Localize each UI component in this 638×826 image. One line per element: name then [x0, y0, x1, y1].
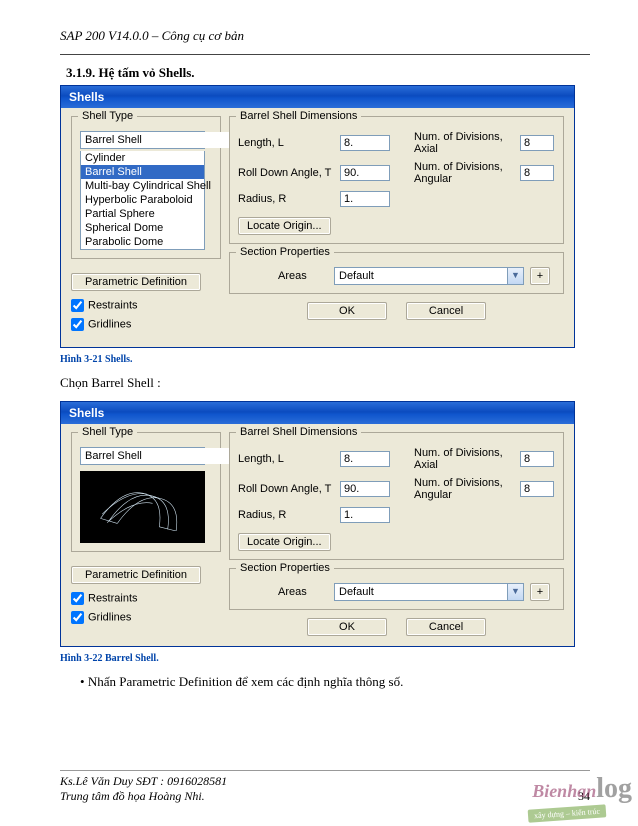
rule-footer — [60, 770, 590, 771]
group-shelltype: Shell Type ▼ — [71, 432, 221, 552]
legend-shelltype: Shell Type — [78, 110, 137, 122]
group-dimensions: Barrel Shell Dimensions Length, L Num. o… — [229, 116, 564, 244]
gridlines-label: Gridlines — [88, 318, 131, 330]
parametric-def-button[interactable]: Parametric Definition — [71, 273, 201, 291]
lbl-areas: Areas — [278, 586, 328, 598]
list-item[interactable]: Spherical Dome — [81, 221, 204, 235]
shelltype-listbox[interactable]: Cylinder Barrel Shell Multi-bay Cylindri… — [80, 151, 205, 250]
list-item[interactable]: Hyperbolic Paraboloid — [81, 193, 204, 207]
lbl-radius: Radius, R — [238, 193, 340, 205]
footer-line2: Trung tâm đồ họa Hoàng Nhi. — [60, 789, 590, 804]
locate-origin-button[interactable]: Locate Origin... — [238, 533, 331, 551]
gridlines-checkbox[interactable] — [71, 318, 84, 331]
cancel-button[interactable]: Cancel — [406, 618, 486, 636]
watermark-logo: Bienhanlog xây dựng – kiến trúc — [532, 773, 632, 820]
gridlines-checkbox[interactable] — [71, 611, 84, 624]
lbl-radius: Radius, R — [238, 509, 340, 521]
group-section: Section Properties Areas ▼ + — [229, 252, 564, 294]
lbl-roll: Roll Down Angle, T — [238, 167, 340, 179]
lbl-areas: Areas — [278, 270, 328, 282]
rule-top — [60, 54, 590, 55]
lbl-roll: Roll Down Angle, T — [238, 483, 340, 495]
group-shelltype: Shell Type ▼ Cylinder Barrel Shell Multi… — [71, 116, 221, 259]
shelltype-combo-text[interactable] — [81, 132, 231, 148]
titlebar: Shells — [61, 402, 574, 424]
body-text-1: Chọn Barrel Shell : — [60, 375, 590, 391]
areas-combo-text[interactable] — [335, 268, 507, 284]
lbl-divax: Num. of Divisions, Axial — [390, 447, 520, 471]
bullet-1: Nhấn Parametric Definition để xem các đị… — [80, 674, 590, 690]
gridlines-check[interactable]: Gridlines — [71, 318, 221, 331]
input-divax[interactable] — [520, 451, 554, 467]
watermark-brand: Bienhan — [532, 781, 596, 801]
locate-origin-button[interactable]: Locate Origin... — [238, 217, 331, 235]
list-item-selected[interactable]: Barrel Shell — [81, 165, 204, 179]
watermark-tag: xây dựng – kiến trúc — [528, 804, 607, 822]
section-heading: 3.1.9. Hệ tấm vỏ Shells. — [66, 65, 590, 81]
watermark-sub: log — [596, 773, 632, 804]
ok-button[interactable]: OK — [307, 618, 387, 636]
input-radius[interactable] — [340, 191, 390, 207]
caption-2: Hình 3-22 Barrel Shell. — [60, 653, 590, 664]
caption-1: Hình 3-21 Shells. — [60, 354, 590, 365]
input-length[interactable] — [340, 135, 390, 151]
areas-combo-text[interactable] — [335, 584, 507, 600]
list-item[interactable]: Multi-bay Cylindrical Shell — [81, 179, 204, 193]
gridlines-label: Gridlines — [88, 611, 131, 623]
dialog-title: Shells — [69, 90, 104, 104]
footer: Ks.Lê Văn Duy SĐT : 0916028581 Trung tâm… — [60, 770, 590, 804]
lbl-length: Length, L — [238, 453, 340, 465]
shells-dialog-2: Shells Shell Type ▼ — [60, 401, 575, 647]
list-item[interactable]: Partial Sphere — [81, 207, 204, 221]
legend-section: Section Properties — [236, 246, 334, 258]
group-section: Section Properties Areas ▼ + — [229, 568, 564, 610]
shelltype-combo[interactable]: ▼ — [80, 447, 205, 465]
chevron-down-icon[interactable]: ▼ — [507, 268, 523, 284]
legend-dimensions: Barrel Shell Dimensions — [236, 110, 361, 122]
list-item[interactable]: Parabolic Dome — [81, 235, 204, 249]
shell-preview-icon — [80, 471, 205, 543]
restraints-check[interactable]: Restraints — [71, 299, 221, 312]
group-dimensions: Barrel Shell Dimensions Length, L Num. o… — [229, 432, 564, 560]
input-divang[interactable] — [520, 165, 554, 181]
shelltype-combo-text[interactable] — [81, 448, 231, 464]
legend-section: Section Properties — [236, 562, 334, 574]
parametric-def-button[interactable]: Parametric Definition — [71, 566, 201, 584]
chevron-down-icon[interactable]: ▼ — [507, 584, 523, 600]
areas-combo[interactable]: ▼ — [334, 267, 524, 285]
footer-line1: Ks.Lê Văn Duy SĐT : 0916028581 — [60, 774, 590, 789]
add-area-button[interactable]: + — [530, 583, 550, 601]
lbl-length: Length, L — [238, 137, 340, 149]
dialog-title: Shells — [69, 406, 104, 420]
gridlines-check[interactable]: Gridlines — [71, 611, 221, 624]
doc-header: SAP 200 V14.0.0 – Công cụ cơ bản — [60, 28, 590, 44]
input-radius[interactable] — [340, 507, 390, 523]
ok-button[interactable]: OK — [307, 302, 387, 320]
areas-combo[interactable]: ▼ — [334, 583, 524, 601]
restraints-label: Restraints — [88, 592, 138, 604]
legend-shelltype: Shell Type — [78, 426, 137, 438]
lbl-divang: Num. of Divisions, Angular — [390, 161, 520, 185]
restraints-check[interactable]: Restraints — [71, 592, 221, 605]
list-item[interactable]: Cylinder — [81, 151, 204, 165]
input-divang[interactable] — [520, 481, 554, 497]
input-divax[interactable] — [520, 135, 554, 151]
lbl-divang: Num. of Divisions, Angular — [390, 477, 520, 501]
input-roll[interactable] — [340, 481, 390, 497]
restraints-checkbox[interactable] — [71, 299, 84, 312]
restraints-checkbox[interactable] — [71, 592, 84, 605]
restraints-label: Restraints — [88, 299, 138, 311]
add-area-button[interactable]: + — [530, 267, 550, 285]
titlebar: Shells — [61, 86, 574, 108]
shelltype-combo[interactable]: ▼ — [80, 131, 205, 149]
lbl-divax: Num. of Divisions, Axial — [390, 131, 520, 155]
page-root: SAP 200 V14.0.0 – Công cụ cơ bản 3.1.9. … — [0, 0, 638, 826]
input-length[interactable] — [340, 451, 390, 467]
cancel-button[interactable]: Cancel — [406, 302, 486, 320]
legend-dimensions: Barrel Shell Dimensions — [236, 426, 361, 438]
shells-dialog-1: Shells Shell Type ▼ Cylinder Barrel Shel… — [60, 85, 575, 348]
input-roll[interactable] — [340, 165, 390, 181]
